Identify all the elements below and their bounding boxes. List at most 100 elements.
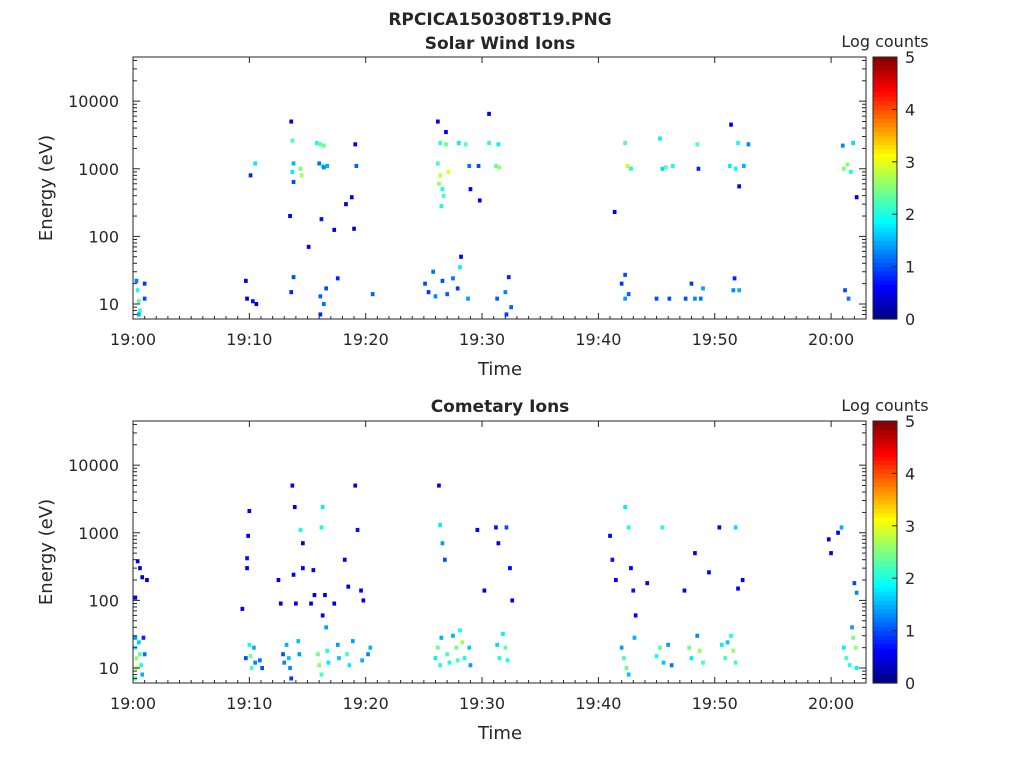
data-cell bbox=[737, 184, 741, 189]
data-cell bbox=[140, 672, 145, 677]
colorbar-segment bbox=[873, 547, 897, 553]
colorbar-segment bbox=[873, 113, 897, 119]
data-cell bbox=[623, 141, 627, 146]
x-axis-label-solar-wind: Time bbox=[477, 359, 522, 380]
data-cell bbox=[288, 666, 292, 671]
data-cell bbox=[446, 169, 451, 174]
colorbar-segment bbox=[873, 429, 897, 435]
data-cell bbox=[454, 645, 459, 650]
data-cell bbox=[494, 525, 498, 530]
data-cell bbox=[245, 566, 249, 571]
data-cell bbox=[619, 281, 624, 286]
colorbar-segment bbox=[873, 218, 897, 224]
data-cell bbox=[436, 645, 440, 650]
colorbar-tick-label: 2 bbox=[905, 205, 915, 224]
colorbar-tick-label: 4 bbox=[905, 100, 915, 119]
data-cell bbox=[729, 633, 733, 638]
x-tick-label: 19:30 bbox=[459, 330, 505, 349]
data-cell bbox=[306, 244, 311, 249]
data-cell bbox=[312, 593, 317, 598]
colorbar-segment bbox=[873, 508, 897, 514]
data-cell bbox=[843, 288, 847, 293]
data-cell bbox=[717, 525, 722, 530]
data-cell bbox=[839, 525, 844, 530]
data-cell bbox=[725, 640, 730, 645]
data-cell bbox=[290, 483, 295, 488]
colorbar-segment bbox=[873, 634, 897, 640]
colorbar-label-cometary: Log counts bbox=[841, 396, 928, 415]
colorbar-frame bbox=[872, 56, 898, 320]
spectrogram-cells-cometary bbox=[133, 483, 859, 681]
x-tick-label: 20:00 bbox=[808, 694, 854, 713]
data-cell bbox=[849, 169, 853, 174]
data-cell bbox=[278, 601, 283, 606]
data-cell bbox=[291, 275, 296, 280]
colorbar-segment bbox=[873, 613, 897, 619]
colorbar-segment bbox=[873, 434, 897, 440]
data-cell bbox=[707, 570, 711, 575]
data-cell bbox=[612, 209, 617, 214]
colorbar-segment bbox=[873, 661, 897, 667]
data-cell bbox=[671, 163, 675, 168]
colorbar-segment bbox=[873, 126, 897, 132]
colorbar-segment bbox=[873, 525, 897, 531]
data-cell bbox=[829, 551, 833, 556]
colorbar-segment bbox=[873, 482, 897, 488]
data-cell bbox=[701, 660, 705, 665]
data-cell bbox=[359, 588, 363, 593]
colorbar-segment bbox=[873, 521, 897, 527]
colorbar-segment bbox=[873, 477, 897, 483]
data-cell bbox=[368, 645, 373, 650]
colorbar-segment bbox=[873, 656, 897, 662]
data-cell bbox=[294, 601, 298, 606]
data-cell bbox=[633, 613, 638, 618]
colorbar-segment bbox=[873, 118, 897, 124]
data-cell bbox=[353, 142, 358, 147]
colorbar-segment bbox=[873, 503, 897, 509]
data-cell bbox=[731, 288, 736, 293]
data-cell bbox=[139, 663, 143, 668]
data-cell bbox=[723, 656, 728, 661]
colorbar-segment bbox=[873, 170, 897, 176]
data-cell bbox=[462, 656, 467, 661]
data-cell bbox=[323, 593, 327, 598]
data-cell bbox=[689, 281, 694, 286]
x-tick-label: 19:10 bbox=[226, 694, 272, 713]
data-cell bbox=[351, 639, 355, 644]
data-cell bbox=[287, 656, 291, 661]
data-cell bbox=[141, 635, 146, 640]
colorbar-segment bbox=[873, 530, 897, 536]
data-cell bbox=[661, 660, 666, 665]
colorbar-segment bbox=[873, 560, 897, 566]
data-cell bbox=[842, 166, 846, 171]
data-cell bbox=[347, 663, 352, 668]
data-cell bbox=[658, 136, 662, 141]
colorbar-segment bbox=[873, 174, 897, 180]
data-cell bbox=[298, 527, 303, 532]
data-cell bbox=[247, 509, 252, 514]
colorbar-segment bbox=[873, 61, 897, 67]
data-cell bbox=[508, 566, 512, 571]
colorbar-segment bbox=[873, 253, 897, 259]
data-cell bbox=[733, 525, 738, 530]
data-cell bbox=[290, 138, 295, 143]
data-cell bbox=[840, 143, 845, 148]
data-cell bbox=[325, 648, 330, 653]
colorbar-segment bbox=[873, 139, 897, 145]
data-cell bbox=[134, 278, 139, 283]
data-cell bbox=[503, 645, 508, 650]
data-cell bbox=[619, 645, 624, 650]
data-cell bbox=[244, 278, 248, 283]
data-cell bbox=[660, 166, 665, 171]
data-cell bbox=[695, 633, 700, 638]
data-cell bbox=[322, 302, 326, 307]
data-cell bbox=[349, 195, 354, 200]
data-cell bbox=[482, 588, 487, 593]
data-cell bbox=[460, 640, 465, 645]
data-cell bbox=[693, 551, 697, 556]
data-cell bbox=[318, 142, 323, 147]
colorbar-tick-label: 1 bbox=[905, 622, 915, 641]
data-cell bbox=[623, 272, 627, 277]
data-cell bbox=[319, 217, 324, 222]
